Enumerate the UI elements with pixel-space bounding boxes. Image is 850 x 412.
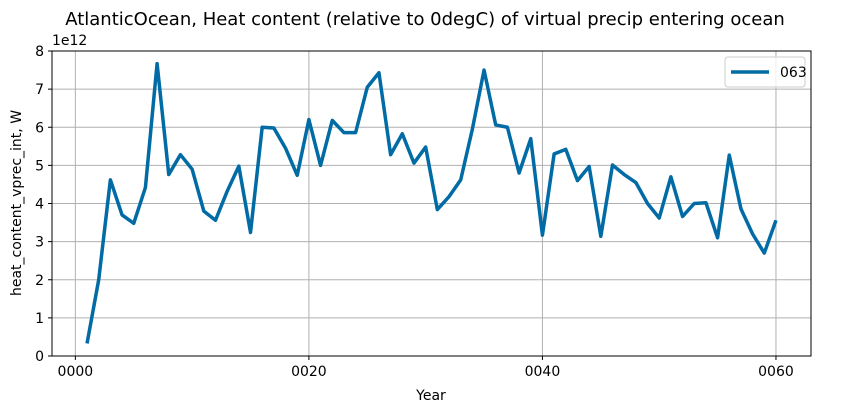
x-tick-label: 0040	[525, 364, 561, 380]
y-tick-label: 3	[35, 235, 44, 251]
y-offset-text: 1e12	[52, 33, 87, 49]
y-tick-label: 4	[35, 197, 44, 213]
x-axis: 0000 0020 0040 0060	[58, 356, 794, 380]
y-tick-label: 5	[35, 158, 44, 174]
legend: 063	[724, 56, 807, 88]
chart-title: AtlanticOcean, Heat content (relative to…	[65, 9, 785, 30]
y-tick-label: 1	[35, 311, 44, 327]
y-tick-label: 7	[35, 82, 44, 98]
y-axis-label: heat_content_vprec_int, W	[9, 110, 25, 296]
x-tick-label: 0060	[758, 364, 794, 380]
y-axis: 0 1 2 3 4 5 6 7 8	[35, 44, 52, 365]
y-tick-label: 6	[35, 120, 44, 136]
series-layer	[85, 61, 778, 344]
y-tick-label: 2	[35, 273, 44, 289]
x-tick-label: 0000	[58, 364, 94, 380]
series-line-063	[85, 61, 778, 344]
legend-label: 063	[780, 65, 807, 81]
x-axis-label: Year	[415, 388, 446, 404]
x-tick-label: 0020	[291, 364, 327, 380]
y-tick-label: 8	[35, 44, 44, 60]
y-tick-label: 0	[35, 349, 44, 365]
